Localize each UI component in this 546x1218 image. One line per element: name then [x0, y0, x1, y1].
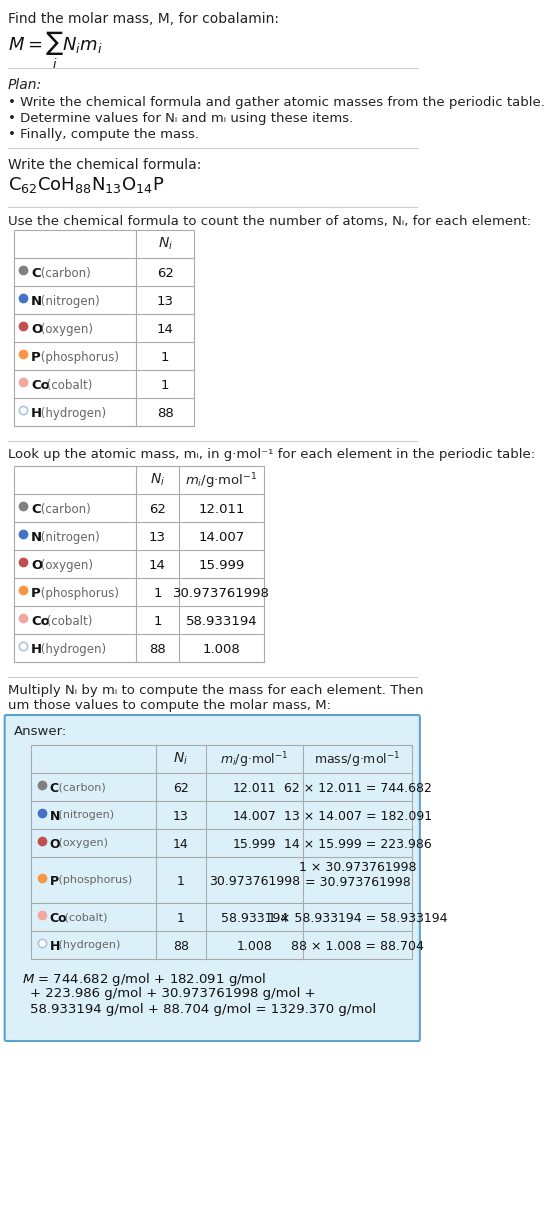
Text: 1: 1	[161, 351, 169, 364]
Text: Write the chemical formula:: Write the chemical formula:	[8, 158, 201, 172]
Text: 58.933194 g/mol + 88.704 g/mol = 1329.370 g/mol: 58.933194 g/mol + 88.704 g/mol = 1329.37…	[29, 1002, 376, 1016]
Text: 12.011: 12.011	[233, 782, 276, 795]
Text: 14: 14	[173, 838, 189, 851]
Text: • Write the chemical formula and gather atomic masses from the periodic table.: • Write the chemical formula and gather …	[8, 96, 545, 108]
Text: (oxygen): (oxygen)	[37, 323, 93, 336]
Text: (oxygen): (oxygen)	[37, 559, 93, 572]
Text: 88: 88	[157, 407, 174, 420]
Text: 1.008: 1.008	[203, 643, 240, 657]
Text: H: H	[31, 643, 42, 657]
Text: 13: 13	[157, 295, 174, 308]
Text: 62: 62	[149, 503, 166, 516]
Text: Look up the atomic mass, mᵢ, in g·mol⁻¹ for each element in the periodic table:: Look up the atomic mass, mᵢ, in g·mol⁻¹ …	[8, 448, 535, 460]
Bar	[14, 466, 264, 663]
Text: $N_i$: $N_i$	[173, 752, 188, 767]
Text: 62: 62	[157, 267, 174, 280]
Text: 12.011: 12.011	[198, 503, 245, 516]
Text: Answer:: Answer:	[14, 725, 67, 738]
Text: (nitrogen): (nitrogen)	[55, 810, 114, 820]
Text: C: C	[31, 267, 41, 280]
Text: 1: 1	[153, 615, 162, 628]
Text: 15.999: 15.999	[198, 559, 245, 572]
Text: + 223.986 g/mol + 30.973761998 g/mol +: + 223.986 g/mol + 30.973761998 g/mol +	[29, 987, 315, 1000]
Text: Co: Co	[31, 615, 50, 628]
Text: H: H	[50, 940, 60, 952]
Text: C: C	[50, 782, 59, 795]
Text: (hydrogen): (hydrogen)	[37, 407, 106, 420]
Text: (phosphorus): (phosphorus)	[37, 587, 119, 600]
Text: P: P	[31, 351, 41, 364]
Text: mass/g·mol$^{-1}$: mass/g·mol$^{-1}$	[314, 750, 401, 770]
Bar	[14, 230, 194, 426]
Text: 88: 88	[173, 940, 189, 952]
Text: (hydrogen): (hydrogen)	[55, 940, 121, 950]
Text: Find the molar mass, M, for cobalamin:: Find the molar mass, M, for cobalamin:	[8, 12, 279, 26]
Text: Co: Co	[31, 379, 50, 392]
Text: $N_i$: $N_i$	[150, 473, 165, 488]
Text: 1: 1	[177, 912, 185, 924]
Text: $M = \sum_i N_i m_i$: $M = \sum_i N_i m_i$	[8, 30, 102, 71]
Text: 14: 14	[157, 323, 174, 336]
Text: (hydrogen): (hydrogen)	[37, 643, 106, 657]
Text: 14.007: 14.007	[233, 810, 276, 823]
Text: (cobalt): (cobalt)	[61, 912, 107, 922]
Text: H: H	[31, 407, 42, 420]
Text: $M$ = 744.682 g/mol + 182.091 g/mol: $M$ = 744.682 g/mol + 182.091 g/mol	[22, 971, 266, 988]
Text: 62 × 12.011 = 744.682: 62 × 12.011 = 744.682	[284, 782, 431, 795]
Text: 58.933194: 58.933194	[221, 912, 288, 924]
Text: N: N	[31, 295, 42, 308]
Text: (phosphorus): (phosphorus)	[37, 351, 119, 364]
Text: Plan:: Plan:	[8, 78, 42, 93]
Text: 88 × 1.008 = 88.704: 88 × 1.008 = 88.704	[291, 940, 424, 952]
Text: O: O	[31, 559, 43, 572]
Text: 13 × 14.007 = 182.091: 13 × 14.007 = 182.091	[283, 810, 432, 823]
Text: (carbon): (carbon)	[37, 267, 91, 280]
Text: (oxygen): (oxygen)	[55, 838, 108, 848]
Bar	[31, 745, 412, 959]
Text: (cobalt): (cobalt)	[43, 379, 92, 392]
Text: 1: 1	[153, 587, 162, 600]
Text: O: O	[31, 323, 43, 336]
Text: 88: 88	[149, 643, 166, 657]
Text: 13: 13	[149, 531, 166, 544]
Text: $N_i$: $N_i$	[158, 236, 173, 252]
Text: $m_i$/g·mol$^{-1}$: $m_i$/g·mol$^{-1}$	[185, 471, 258, 491]
Text: 13: 13	[173, 810, 189, 823]
Text: (cobalt): (cobalt)	[43, 615, 92, 628]
Text: (carbon): (carbon)	[37, 503, 91, 516]
Text: 58.933194: 58.933194	[186, 615, 257, 628]
Text: O: O	[50, 838, 61, 851]
Text: (nitrogen): (nitrogen)	[37, 295, 100, 308]
Text: 62: 62	[173, 782, 189, 795]
Text: um those values to compute the molar mass, M:: um those values to compute the molar mas…	[8, 699, 331, 713]
Text: 30.973761998: 30.973761998	[209, 875, 300, 888]
Text: C: C	[31, 503, 41, 516]
Text: 30.973761998: 30.973761998	[173, 587, 270, 600]
Text: P: P	[31, 587, 41, 600]
Text: (nitrogen): (nitrogen)	[37, 531, 100, 544]
Text: $\mathrm{C_{62}CoH_{88}N_{13}O_{14}P}$: $\mathrm{C_{62}CoH_{88}N_{13}O_{14}P}$	[8, 175, 164, 195]
Text: 14: 14	[149, 559, 166, 572]
FancyBboxPatch shape	[5, 715, 420, 1041]
Text: $m_i$/g·mol$^{-1}$: $m_i$/g·mol$^{-1}$	[221, 750, 289, 770]
Text: 1: 1	[177, 875, 185, 888]
Text: 14.007: 14.007	[198, 531, 245, 544]
Text: N: N	[31, 531, 42, 544]
Text: 14 × 15.999 = 223.986: 14 × 15.999 = 223.986	[284, 838, 431, 851]
Text: N: N	[50, 810, 60, 823]
Text: P: P	[50, 875, 59, 888]
Text: • Determine values for Nᵢ and mᵢ using these items.: • Determine values for Nᵢ and mᵢ using t…	[8, 112, 353, 125]
Text: = 30.973761998: = 30.973761998	[305, 876, 411, 889]
Text: Multiply Nᵢ by mᵢ to compute the mass for each element. Then: Multiply Nᵢ by mᵢ to compute the mass fo…	[8, 685, 428, 697]
Text: 1 × 30.973761998: 1 × 30.973761998	[299, 861, 417, 875]
Text: 1: 1	[161, 379, 169, 392]
Text: 1 × 58.933194 = 58.933194: 1 × 58.933194 = 58.933194	[268, 912, 447, 924]
Text: (phosphorus): (phosphorus)	[55, 875, 133, 885]
Text: • Finally, compute the mass.: • Finally, compute the mass.	[8, 128, 199, 141]
Text: (carbon): (carbon)	[55, 782, 106, 792]
Text: 1.008: 1.008	[237, 940, 272, 952]
Text: Use the chemical formula to count the number of atoms, Nᵢ, for each element:: Use the chemical formula to count the nu…	[8, 216, 531, 228]
Text: Co: Co	[50, 912, 67, 924]
Text: 15.999: 15.999	[233, 838, 276, 851]
